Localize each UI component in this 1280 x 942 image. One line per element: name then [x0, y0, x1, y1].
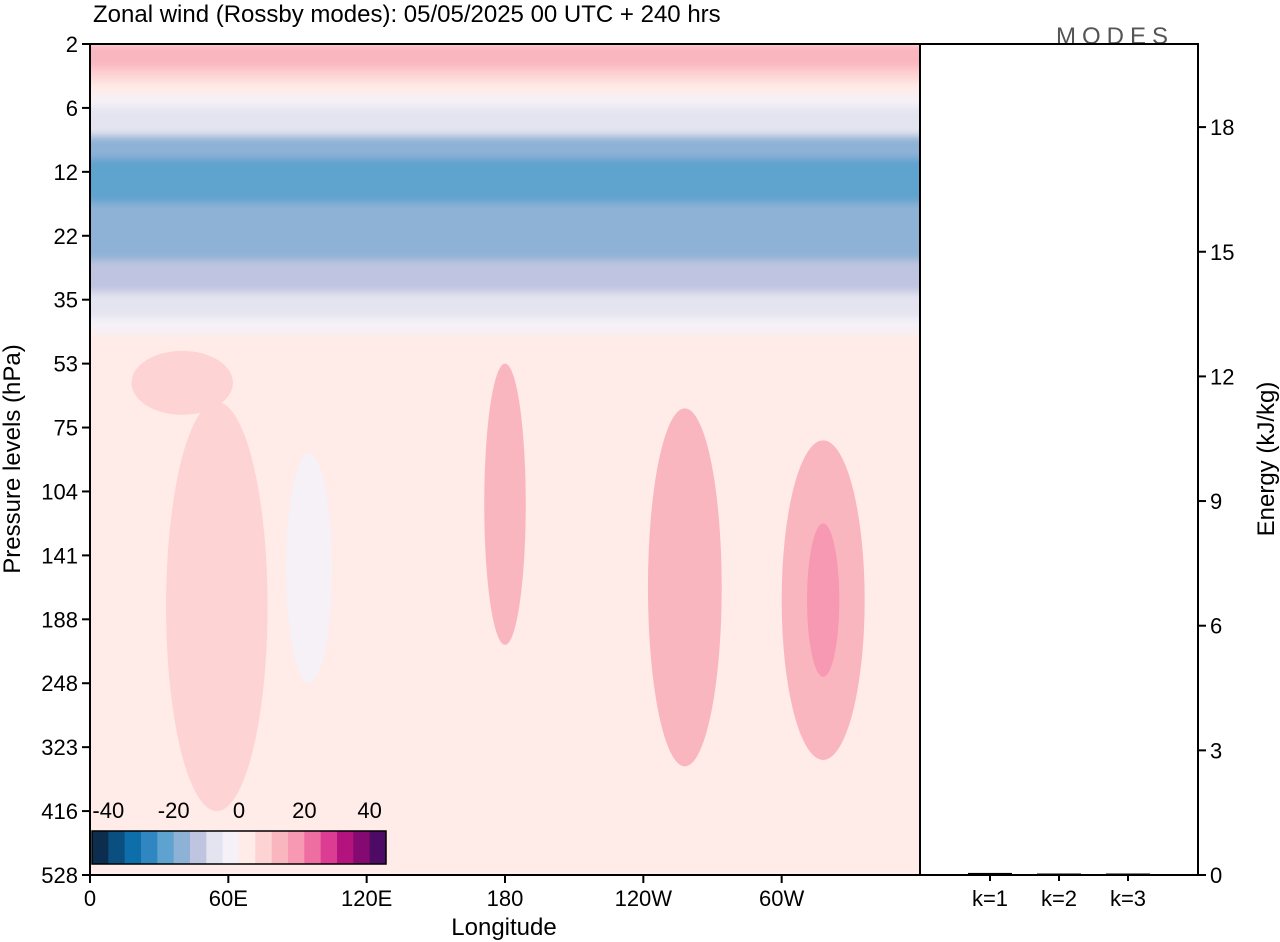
y-tick-label: 6 — [66, 96, 78, 121]
x-tick-label: 120E — [341, 886, 392, 911]
wind-band-11 — [90, 317, 920, 336]
y-tick-label: 22 — [54, 224, 78, 249]
energy-panel — [919, 43, 1199, 876]
colorbar-swatch-7 — [206, 831, 224, 864]
energy-bar-label: k=3 — [1110, 886, 1146, 911]
energy-tick-label: 15 — [1210, 240, 1234, 265]
energy-bar-label: k=2 — [1041, 886, 1077, 911]
y-tick-label: 75 — [54, 416, 78, 441]
y-axis-label: Pressure levels (hPa) — [0, 344, 26, 573]
wind-anomaly-3 — [807, 523, 840, 677]
y-tick-label: 248 — [41, 671, 78, 696]
colorbar-swatch-11 — [271, 831, 289, 864]
energy-tick-label: 12 — [1210, 364, 1234, 389]
wind-anomaly-0 — [484, 363, 526, 645]
colorbar-swatch-6 — [190, 831, 207, 864]
colorbar-label: -20 — [158, 798, 190, 823]
colorbar-swatch-16 — [353, 831, 371, 864]
wind-band-3 — [90, 94, 920, 109]
energy-tick-label: 3 — [1210, 738, 1222, 763]
zonal-wind-field — [90, 44, 920, 875]
y-tick-label: 416 — [41, 799, 78, 824]
energy-bar-k=1 — [968, 872, 1012, 875]
wind-anomaly-4 — [166, 401, 268, 812]
colorbar-swatch-12 — [288, 831, 305, 864]
x-tick-label: 180 — [487, 886, 524, 911]
colorbar-label: 20 — [292, 798, 316, 823]
wind-band-4 — [90, 106, 920, 122]
wind-anomaly-6 — [131, 350, 233, 415]
colorbar-swatch-14 — [320, 831, 338, 864]
energy-tick-label: 0 — [1210, 863, 1222, 888]
colorbar-label: 40 — [357, 798, 381, 823]
energy-bar-k=2 — [1037, 873, 1081, 875]
y-tick-label: 323 — [41, 735, 78, 760]
colorbar-label: 0 — [233, 798, 245, 823]
y-tick-label: 35 — [54, 288, 78, 313]
colorbar-swatch-10 — [255, 831, 273, 864]
wind-band-9 — [90, 260, 920, 295]
longitude-axis: 0 60E 120E 180 120W 60W — [84, 875, 805, 911]
colorbar-swatch-9 — [239, 831, 256, 864]
colorbar: -40 -20 0 20 40 — [91, 798, 387, 865]
x-tick-label: 0 — [84, 886, 96, 911]
y-tick-label: 141 — [41, 543, 78, 568]
chart-title: Zonal wind (Rossby modes): 05/05/2025 00… — [93, 1, 721, 28]
y-tick-label: 528 — [41, 863, 78, 888]
y-tick-label: 2 — [66, 32, 78, 57]
y-tick-label: 104 — [41, 479, 78, 504]
colorbar-swatch-8 — [222, 831, 240, 864]
energy-tick-label: 6 — [1210, 614, 1222, 639]
energy-tick-label: 9 — [1210, 489, 1222, 514]
energy-bar-k=3 — [1106, 873, 1150, 875]
wind-band-5 — [90, 119, 920, 138]
colorbar-swatch-2 — [124, 831, 142, 864]
wind-band-1 — [90, 68, 920, 84]
wind-band-10 — [90, 292, 920, 320]
wind-band-7 — [90, 158, 920, 205]
wind-anomaly-1 — [647, 408, 722, 767]
energy-axis-label: Energy (kJ/kg) — [1253, 382, 1280, 537]
wind-band-0 — [90, 44, 920, 71]
colorbar-swatch-5 — [173, 831, 191, 864]
y-tick-label: 188 — [41, 607, 78, 632]
y-tick-label: 12 — [54, 160, 78, 185]
colorbar-swatch-1 — [108, 831, 126, 864]
colorbar-swatch-13 — [304, 831, 322, 864]
pressure-axis: 2 6 12 22 35 53 75 104 141 188 248 323 416 528 — [41, 32, 90, 888]
colorbar-label: -40 — [92, 798, 124, 823]
colorbar-swatch-17 — [369, 831, 387, 864]
x-tick-label: 60W — [759, 886, 804, 911]
colorbar-frame — [91, 830, 387, 865]
wind-band-8 — [90, 202, 920, 263]
energy-bar-label: k=1 — [972, 886, 1008, 911]
energy-tick-label: 18 — [1210, 115, 1234, 140]
wind-band-6 — [90, 135, 920, 161]
wind-band-2 — [90, 81, 920, 97]
wind-anomaly-5 — [285, 453, 333, 684]
x-tick-label: 60E — [209, 886, 248, 911]
energy-bars: k=1 k=2 k=3 — [968, 872, 1150, 911]
y-tick-label: 53 — [54, 352, 78, 377]
colorbar-swatch-15 — [337, 831, 354, 864]
energy-axis: 0 3 6 9 12 15 18 — [1198, 115, 1234, 888]
colorbar-swatch-0 — [92, 831, 109, 864]
x-axis-label: Longitude — [451, 914, 556, 941]
x-tick-label: 120W — [615, 886, 673, 911]
colorbar-swatch-4 — [157, 831, 175, 864]
colorbar-swatch-3 — [141, 831, 158, 864]
